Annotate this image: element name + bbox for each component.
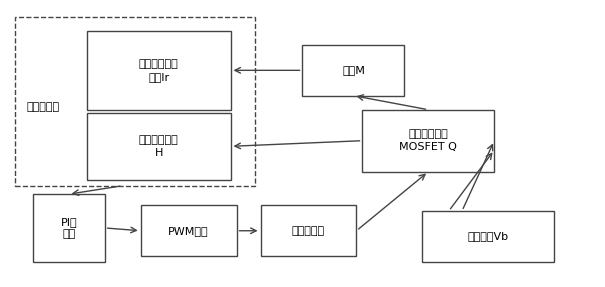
Text: PI控
制器: PI控 制器 [60,217,77,239]
Bar [87,113,231,180]
Bar [302,45,404,96]
Bar [261,205,356,256]
Bar [15,17,255,186]
Text: 供电电源Vb: 供电电源Vb [468,231,509,241]
Bar [140,205,237,256]
Text: 速度增益环节
H: 速度增益环节 H [139,135,178,158]
Bar [33,194,105,262]
Text: PWM信号: PWM信号 [168,226,209,236]
Text: 电流补偿控制
环节Ir: 电流补偿控制 环节Ir [139,59,178,82]
Text: 预驱动单元: 预驱动单元 [292,226,325,236]
Text: 反馈控制器: 反馈控制器 [27,102,60,112]
Bar [362,110,494,172]
Text: 电机M: 电机M [342,65,365,75]
Text: 开关功率器件
MOSFET Q: 开关功率器件 MOSFET Q [399,129,457,152]
Bar [87,31,231,110]
Bar [422,211,554,262]
